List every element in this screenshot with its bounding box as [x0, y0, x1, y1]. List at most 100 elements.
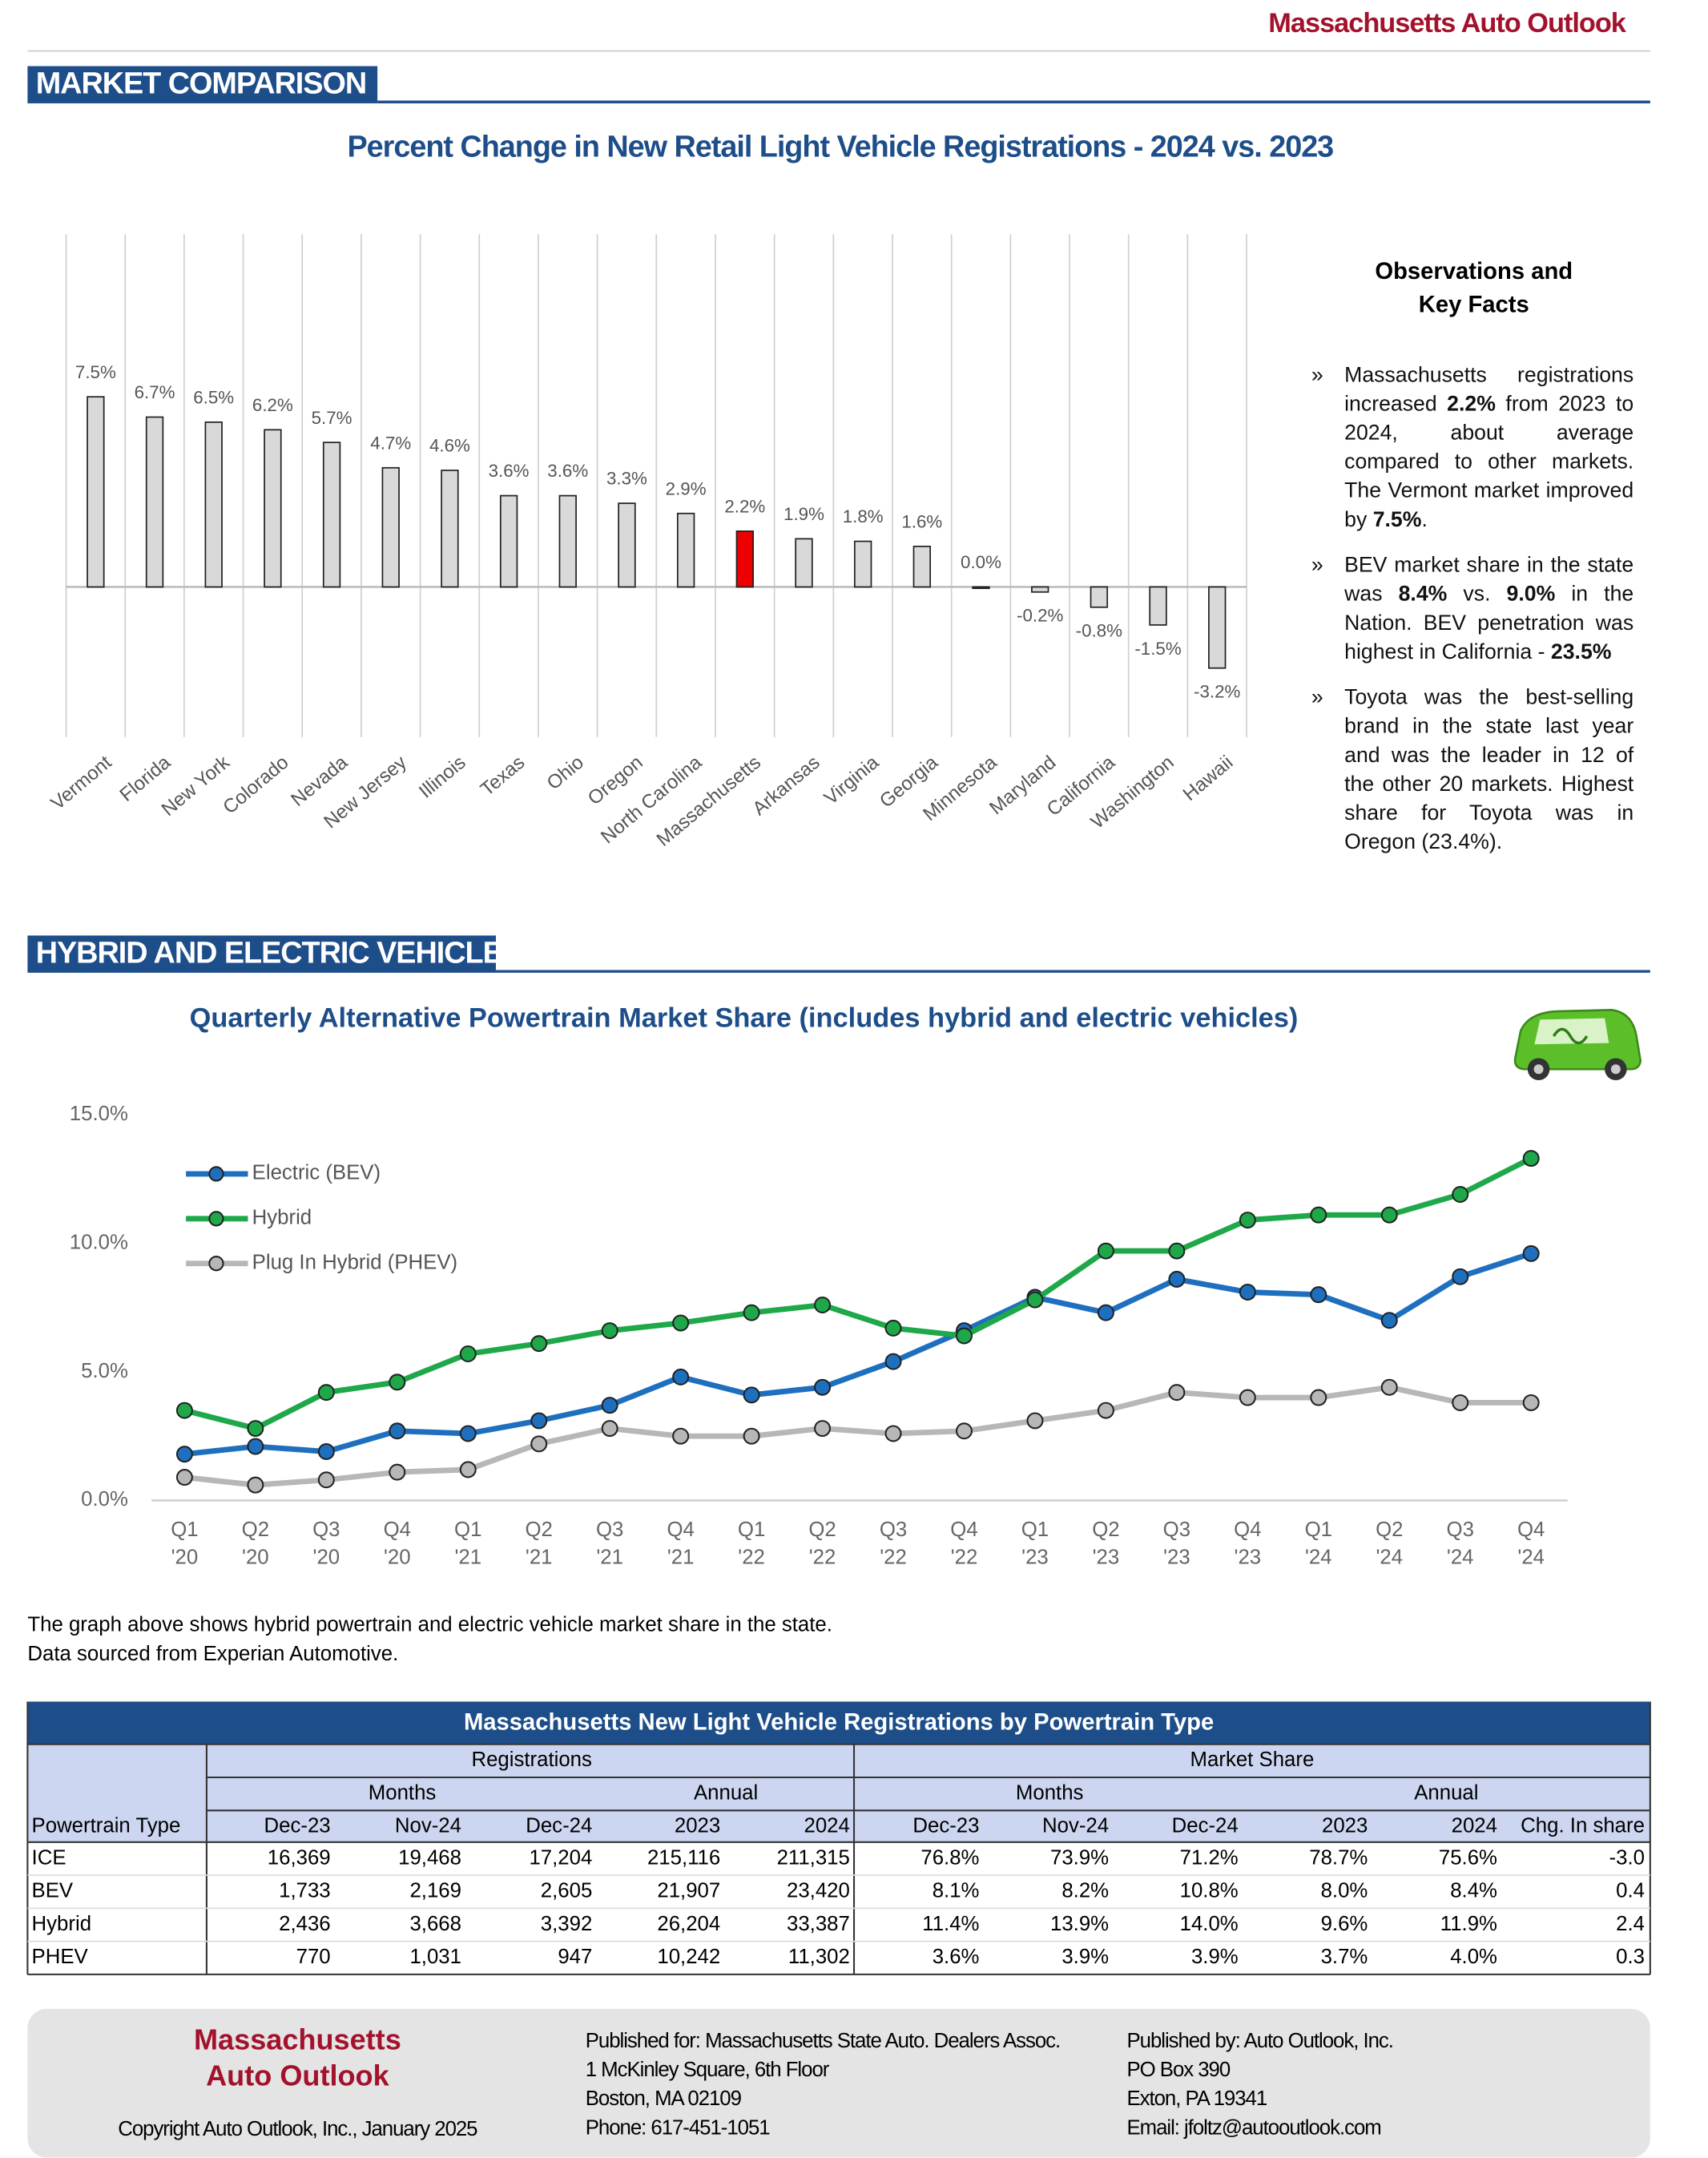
emphasis: 7.5%: [1372, 508, 1422, 532]
bar: [499, 494, 518, 588]
text: .: [1421, 508, 1428, 532]
point: [389, 1373, 406, 1391]
table-cell: 33,387: [787, 1913, 850, 1935]
x-tick-label: Q3: [596, 1519, 623, 1541]
x-tick-label: Q1: [738, 1519, 765, 1541]
section-title: HYBRID AND ELECTRIC VEHICLES: [36, 937, 522, 970]
footer-brand: Auto Outlook: [206, 2059, 389, 2091]
x-tick-label: Q2: [808, 1519, 836, 1541]
x-tick-label: '23: [1163, 1546, 1190, 1568]
table-cell: 2,436: [279, 1913, 331, 1935]
data-label: 0.0%: [961, 552, 1001, 572]
subgroup-header: Annual: [694, 1781, 758, 1804]
data-label: 2.9%: [666, 478, 707, 498]
table-cell: 17,204: [529, 1846, 592, 1869]
bar: [381, 466, 400, 588]
data-label: -3.2%: [1194, 682, 1241, 702]
table-cell: 10.8%: [1180, 1880, 1239, 1902]
x-tick-label: Q1: [1305, 1519, 1332, 1541]
table-cell: 14.0%: [1180, 1913, 1239, 1935]
subgroup-header: Annual: [1414, 1781, 1478, 1804]
text: Toyota was the best-selling brand in the…: [1344, 686, 1634, 855]
point: [743, 1304, 760, 1321]
group-header: Registrations: [471, 1749, 591, 1771]
x-tick-label: '20: [171, 1546, 199, 1568]
publication-title: Massachusetts Auto Outlook: [1268, 8, 1626, 38]
footer-text: 1 McKinley Square, 6th Floor: [586, 2059, 830, 2081]
footer-text: PO Box 390: [1126, 2059, 1230, 2081]
column-header: 2023: [675, 1815, 720, 1837]
x-tick-label: '22: [951, 1546, 978, 1568]
point: [317, 1442, 335, 1460]
bar: [1031, 586, 1049, 593]
data-label: 7.5%: [75, 362, 116, 382]
subgroup-header: Months: [1016, 1781, 1084, 1804]
x-tick-label: Virginia: [820, 752, 884, 809]
table-cell: 0.4: [1616, 1880, 1645, 1902]
table-cell: 23,420: [787, 1880, 850, 1902]
x-tick-label: Q4: [1517, 1519, 1545, 1541]
table-cell: 19,468: [398, 1846, 461, 1869]
x-tick-label: Q4: [1234, 1519, 1261, 1541]
x-tick-label: '20: [384, 1546, 411, 1568]
table-cell: 9.6%: [1321, 1913, 1368, 1935]
x-tick-label: North Carolina: [597, 751, 707, 848]
bar: [912, 545, 932, 588]
column-header: Dec-24: [526, 1815, 592, 1837]
table-cell: 2.4: [1616, 1913, 1645, 1935]
point: [1522, 1394, 1540, 1411]
point: [814, 1297, 832, 1313]
text: Massachusetts registrations increased: [1344, 363, 1634, 417]
legend-label: Hybrid: [252, 1207, 312, 1229]
x-tick-label: Q2: [1092, 1519, 1119, 1541]
series-line: [184, 1384, 1532, 1488]
point: [317, 1471, 335, 1489]
x-tick-label: Q1: [454, 1519, 481, 1541]
bar: [618, 502, 636, 588]
footer-copyright: Copyright Auto Outlook, Inc., January 20…: [118, 2118, 477, 2140]
x-tick-label: '24: [1376, 1546, 1403, 1568]
bar: [558, 494, 577, 588]
x-tick-label: Vermont: [46, 752, 115, 814]
point: [1026, 1412, 1044, 1430]
x-tick-label: '20: [313, 1546, 340, 1568]
observation-text: Toyota was the best-selling brand in the…: [1344, 684, 1633, 857]
x-tick-label: '21: [454, 1546, 481, 1568]
table-cell: 11,302: [788, 1946, 850, 1968]
x-tick-label: '22: [880, 1546, 907, 1568]
x-tick-label: '24: [1305, 1546, 1332, 1568]
table-header-bg: [27, 1744, 1650, 1842]
y-tick-label: 15.0%: [70, 1103, 128, 1125]
bar: [853, 540, 872, 588]
bar: [1208, 586, 1227, 669]
footer-text: Phone: 617-451-1051: [586, 2116, 771, 2139]
x-tick-label: Ohio: [543, 752, 588, 794]
point: [1239, 1389, 1256, 1406]
bar: [1149, 586, 1167, 626]
point: [1522, 1150, 1540, 1168]
table-cell: -3.0: [1609, 1846, 1645, 1869]
table-cell: 770: [296, 1946, 331, 1968]
table-cell: 3.6%: [933, 1946, 980, 1968]
table-cell: 1,733: [279, 1880, 331, 1902]
series-line: [183, 1156, 1533, 1431]
table-cell: 215,116: [647, 1846, 720, 1869]
section-title: MARKET COMPARISON: [36, 67, 366, 101]
y-tick-label: 5.0%: [81, 1360, 128, 1382]
bullet: »: [1311, 554, 1323, 578]
section-banner: [27, 66, 378, 103]
table-cell: 76.8%: [920, 1846, 979, 1869]
observations-title: Key Facts: [1419, 292, 1529, 317]
section-banner: [27, 935, 496, 973]
column-header: 2024: [1452, 1815, 1497, 1837]
footer-text: Published by: Auto Outlook, Inc.: [1126, 2030, 1392, 2052]
footer-box: [27, 2008, 1650, 2158]
table-cell: 2,169: [409, 1880, 461, 1902]
bullet: »: [1311, 686, 1323, 710]
table-cell: 75.6%: [1439, 1846, 1497, 1869]
table-cell: 3.7%: [1321, 1946, 1368, 1968]
bar: [264, 429, 282, 588]
point: [884, 1353, 902, 1370]
data-label: 6.5%: [193, 388, 234, 408]
